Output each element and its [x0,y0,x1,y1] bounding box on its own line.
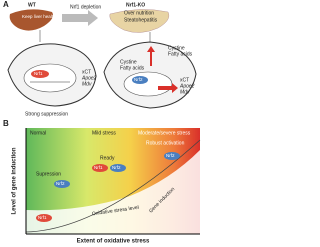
event-label: Ready [100,155,115,161]
zone-label: Moderate/severe stress [138,130,191,136]
protein [31,70,49,78]
x-axis-label: Extent of oxidative stress [77,239,150,245]
protein [92,164,108,172]
activation-arrow [158,83,178,93]
protein-label: Nrf2 [134,77,143,82]
zone-label: Normal [30,130,46,136]
zone-label: Mild stress [92,130,116,136]
protein [132,76,148,84]
wt-title: WT [28,2,36,8]
gene-label: Apoe2 [179,83,195,89]
protein [54,180,70,188]
gene-curve [25,139,201,233]
up-arrow [147,46,155,66]
gene-label: xCT [180,77,189,83]
protein-label: Nrf2 [166,153,175,158]
gene-label: Apoe2 [81,75,97,81]
y-axis-label: Level of gene induction [12,147,18,214]
liver-healthy [9,9,53,31]
event-label: Supression [36,171,61,177]
inner-input-label: Cystine [120,59,137,65]
panel-label: B [3,119,9,128]
protein-label: Nrf1 [94,165,103,170]
protein-label: Nrf2 [112,165,121,170]
gene-label: Mdv [180,89,190,95]
panel-label: A [3,0,9,9]
gene-label: xCT [82,69,91,75]
stress-region [26,150,200,234]
ko-title: Nrf1-KO [126,2,145,8]
ko-line: Over nutrition [124,10,154,16]
caption: Strong suppression [25,111,68,117]
transition-arrow [62,10,98,26]
protein-label: Nrf2 [56,181,65,186]
input-label: Cystine [168,45,185,51]
input-label: Fatty acids [168,51,193,57]
gene-label: Mdv [82,81,92,87]
inner-input-label: Fatty acids [120,65,145,71]
figure: A WT Keep liver healthy Nrf1 depletion N… [3,0,201,245]
event-label: Robust activation [146,140,185,146]
nucleus [123,71,173,97]
protein [110,164,126,172]
protein-label: Nrf1 [38,215,47,220]
wt-subtitle: Keep liver healthy [22,14,59,19]
protein-label: Nrf1 [34,71,43,76]
nucleus [23,63,77,93]
protein [164,152,180,160]
protein [36,214,52,222]
transition-label: Nrf1 depletion [70,4,101,10]
liver-steatotic [109,9,170,33]
ko-line: Steatohepatitis [124,17,158,23]
